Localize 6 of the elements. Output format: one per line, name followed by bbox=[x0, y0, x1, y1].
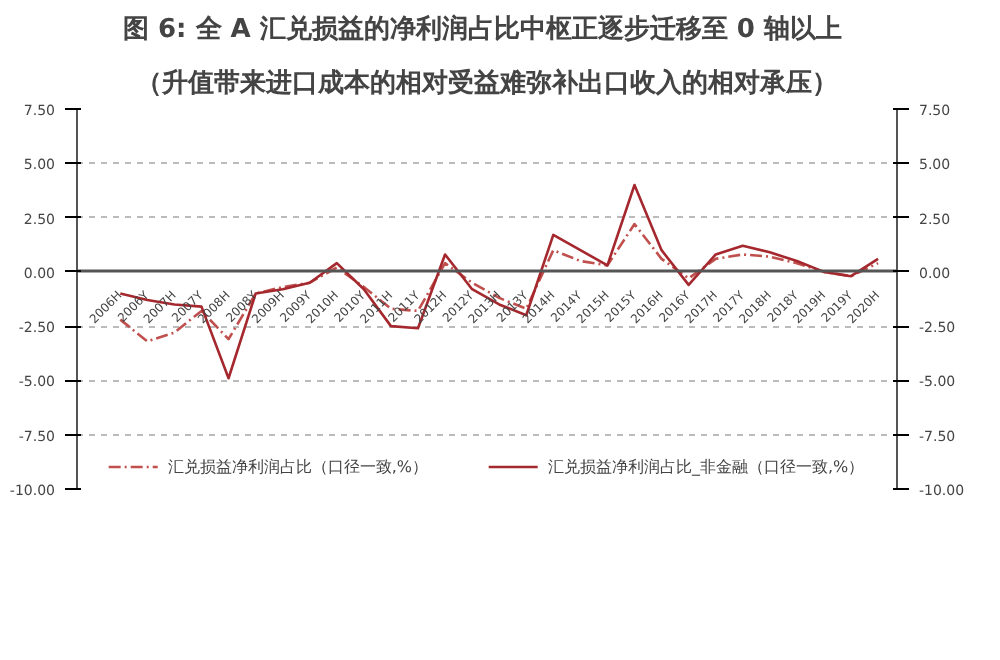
chart-subtitle: （升值带来进口成本的相对受益难弥补出口收入的相对承压） bbox=[136, 67, 838, 99]
line-series bbox=[119, 222, 880, 343]
chart-title: 图 6: 全 A 汇兑损益的净利润占比中枢正逐步迁移至 0 轴以上 bbox=[122, 13, 842, 45]
legend-label: 汇兑损益净利润占比_非金融（口径一致,%） bbox=[548, 455, 865, 477]
legend-label: 汇兑损益净利润占比（口径一致,%） bbox=[167, 455, 428, 477]
line-series bbox=[119, 183, 880, 380]
